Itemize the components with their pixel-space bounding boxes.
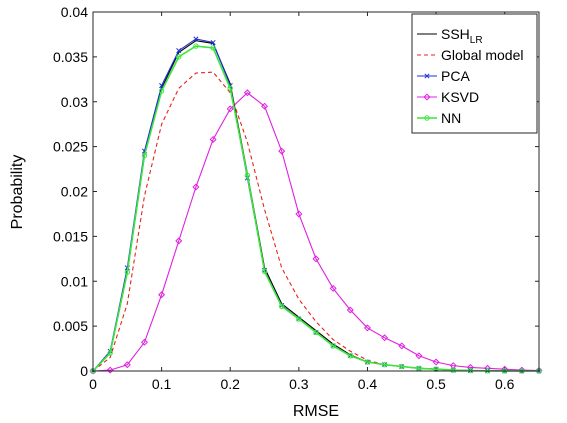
y-tick-label: 0.015 <box>53 228 88 244</box>
legend-label: PCA <box>441 68 470 84</box>
data-point <box>176 48 182 54</box>
data-point <box>124 269 131 275</box>
y-tick-label: 0.025 <box>53 139 88 155</box>
data-point <box>347 353 354 359</box>
data-point <box>432 358 440 366</box>
data-point <box>313 329 319 336</box>
y-tick-label: 0.005 <box>53 318 88 334</box>
data-point <box>193 43 199 49</box>
x-tick-label: 0.1 <box>152 376 172 392</box>
data-point <box>158 88 165 94</box>
data-point <box>330 343 336 349</box>
data-point <box>364 359 371 365</box>
data-point <box>244 172 251 179</box>
y-tick-label: 0 <box>80 363 88 379</box>
data-point <box>141 152 148 159</box>
series-line <box>92 92 540 372</box>
data-point <box>192 183 200 191</box>
data-point <box>123 361 131 369</box>
legend-label: Global model <box>441 47 524 63</box>
legend-marker <box>423 93 431 101</box>
data-point <box>398 342 406 350</box>
data-point <box>278 147 286 155</box>
y-tick-label: 0.035 <box>53 49 88 65</box>
data-point <box>363 324 371 332</box>
data-point <box>243 89 251 97</box>
data-point <box>176 54 182 60</box>
data-point <box>415 352 423 360</box>
plot-frame <box>92 11 540 372</box>
data-point <box>346 306 354 314</box>
data-point <box>296 316 302 322</box>
data-point <box>106 366 114 374</box>
data-point <box>329 284 337 292</box>
data-point <box>381 334 389 342</box>
series-line <box>92 45 539 372</box>
data-point <box>193 36 199 42</box>
x-tick-label: 0.4 <box>358 376 378 392</box>
legend-box <box>411 13 538 134</box>
data-point <box>501 365 509 373</box>
y-tick-label: 0.04 <box>61 4 88 20</box>
data-point <box>449 362 457 370</box>
data-point <box>227 85 233 91</box>
data-point <box>175 237 183 245</box>
data-point <box>295 210 303 218</box>
y-tick-label: 0.02 <box>61 184 88 200</box>
legend-marker <box>424 73 430 79</box>
legend-label: NN <box>441 110 461 126</box>
y-tick-label: 0.01 <box>61 273 88 289</box>
data-point <box>210 45 216 51</box>
data-point <box>261 102 269 110</box>
data-point <box>210 39 216 46</box>
data-point <box>226 105 234 113</box>
y-axis-title: Probability <box>9 155 26 230</box>
x-tick-label: 0.6 <box>495 376 515 392</box>
data-point <box>450 367 456 373</box>
x-tick-label: 0 <box>89 376 97 392</box>
data-point <box>399 363 405 370</box>
legend-marker <box>424 115 430 121</box>
x-axis-title: RMSE <box>293 403 339 420</box>
x-tick-label: 0.2 <box>220 376 240 392</box>
x-tick-labels: 0 0.1 0.2 0.3 0.4 0.5 0.6 <box>89 376 515 392</box>
x-tick-label: 0.5 <box>426 376 446 392</box>
y-tick-labels: 0 0.005 0.01 0.015 0.02 0.025 0.03 0.035 0.04 <box>53 4 88 379</box>
x-tick-label: 0.3 <box>289 376 309 392</box>
series-ksvd <box>89 89 543 375</box>
data-point <box>312 255 320 263</box>
y-tick-label: 0.03 <box>61 94 88 110</box>
legend-label: KSVD <box>441 89 479 105</box>
data-point <box>381 362 388 368</box>
data-point <box>107 350 113 356</box>
data-point <box>278 303 285 310</box>
data-point <box>209 135 217 143</box>
data-point <box>140 338 148 346</box>
data-point <box>158 291 166 299</box>
data-point <box>261 268 268 275</box>
legend-label: SSHLR <box>441 26 483 46</box>
